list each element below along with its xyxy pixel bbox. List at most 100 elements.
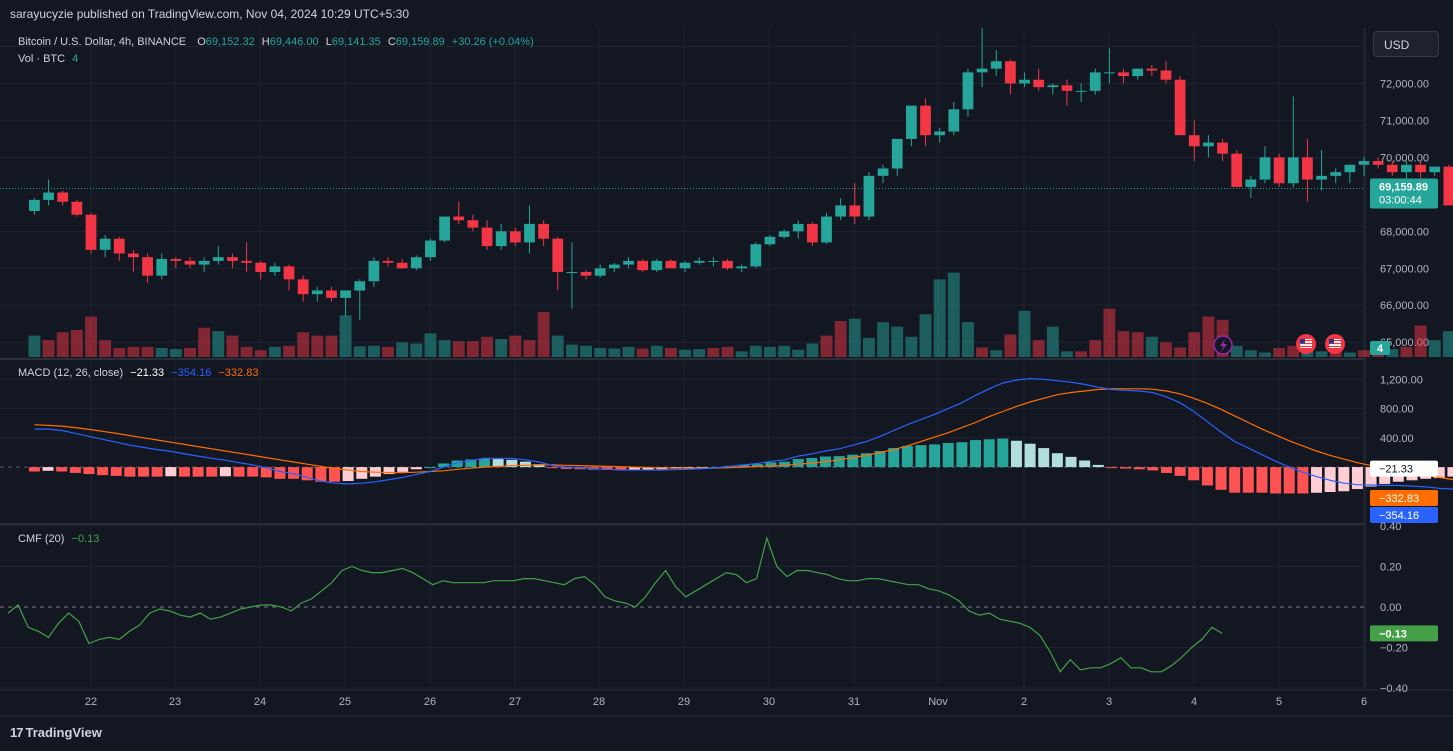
volume-bar — [99, 340, 112, 357]
volume-bar — [1386, 349, 1399, 357]
currency-button[interactable]: USD — [1373, 31, 1439, 57]
macd-histogram-bar — [860, 453, 872, 468]
candle-body — [1061, 85, 1073, 91]
volume-bar — [1117, 331, 1130, 357]
volume-bar — [466, 341, 479, 357]
macd-histogram-bar — [888, 448, 900, 468]
volume-bar — [226, 335, 239, 357]
volume-bar — [1103, 308, 1116, 357]
volume-bar — [1230, 345, 1243, 357]
tradingview-logo[interactable]: 17 TradingView — [10, 725, 102, 740]
candle-body — [1132, 68, 1144, 77]
candle-body — [1104, 72, 1115, 74]
macd-histogram-bar — [615, 467, 627, 471]
low-value: 69,141.35 — [331, 36, 381, 48]
candle-body — [509, 231, 521, 243]
macd-histogram-bar — [915, 445, 927, 468]
candle-body — [170, 259, 182, 261]
time-tick-label: 5 — [1276, 696, 1282, 708]
symbol-name[interactable]: Bitcoin / U.S. Dollar, 4h, BINANCE — [18, 36, 187, 48]
cmf-tick-label: 0.20 — [1380, 562, 1401, 574]
candle-body — [1401, 164, 1412, 173]
candle-body — [227, 257, 238, 261]
volume-bar — [1131, 332, 1144, 357]
volume-bar — [297, 332, 310, 357]
macd-histogram-bar — [847, 454, 859, 468]
candle-body — [693, 260, 705, 263]
volume-bar — [424, 333, 437, 357]
volume-bar — [933, 279, 946, 357]
countdown-badge-text: 03:00:44 — [1379, 194, 1422, 206]
volume-bar — [1301, 351, 1314, 357]
macd-histogram-bar — [629, 467, 641, 471]
candle-body — [212, 257, 224, 261]
macd-histogram-bar — [1365, 467, 1377, 487]
volume-value: 4 — [72, 53, 79, 65]
candle-body — [340, 290, 351, 298]
volume-bar — [1004, 334, 1017, 357]
cmf-label[interactable]: CMF (20) — [18, 533, 65, 545]
candle-body — [580, 271, 592, 276]
candle-body — [920, 105, 931, 136]
candle-body — [1203, 142, 1214, 147]
candle-body — [594, 268, 606, 276]
candle-body — [1160, 70, 1172, 80]
macd-histogram-bar — [1174, 467, 1186, 476]
volume-bar — [735, 351, 748, 357]
candle-body — [1118, 72, 1129, 77]
candle-body — [156, 259, 168, 276]
macd-histogram-bar — [1351, 467, 1363, 490]
candle-body — [679, 262, 691, 269]
candle-body — [43, 192, 54, 200]
macd-histogram-bar — [247, 467, 259, 477]
macd-tick-label: 1,200.00 — [1380, 374, 1423, 386]
cmf-tick-label: −0.20 — [1380, 643, 1408, 655]
macd-histogram-bar — [1051, 453, 1063, 468]
volume-bar — [28, 335, 41, 357]
candle-body — [198, 260, 210, 265]
time-tick-label: 25 — [339, 696, 351, 708]
volume-bar — [1202, 316, 1215, 357]
close-value: 69,159.89 — [395, 36, 445, 48]
macd-histogram-bar — [178, 467, 190, 477]
high-value: 69,446.00 — [269, 36, 319, 48]
volume-bar — [1160, 342, 1172, 357]
volume-bar — [1188, 332, 1201, 357]
macd-histogram-bar — [1311, 467, 1323, 493]
macd-histogram-bar — [942, 442, 954, 468]
candle-body — [326, 290, 337, 298]
macd-histogram-bar — [356, 467, 368, 479]
macd-hist-value: −21.33 — [130, 367, 165, 379]
candle-body — [297, 279, 309, 295]
publisher-line: sarayucyzie published on TradingView.com… — [10, 7, 410, 21]
volume-bar — [339, 315, 352, 357]
macd-histogram-bar — [124, 467, 136, 477]
macd-histogram-bar — [1229, 467, 1241, 493]
volume-label[interactable]: Vol · BTC — [18, 53, 66, 65]
macd-line-badge-text: −354.16 — [1379, 510, 1419, 522]
candle-body — [467, 220, 479, 228]
macd-label[interactable]: MACD (12, 26, close) — [18, 367, 124, 379]
volume-legend: Vol · BTC 4 — [18, 53, 82, 65]
macd-histogram-bar — [206, 467, 218, 477]
volume-bar — [382, 346, 394, 357]
macd-histogram-bar — [438, 463, 450, 468]
volume-bar — [650, 345, 663, 357]
candle-body — [368, 260, 380, 282]
macd-line — [34, 377, 1453, 490]
macd-tick-label: 800.00 — [1380, 404, 1414, 416]
open-value: 69,152.32 — [205, 36, 255, 48]
candle-body — [85, 214, 97, 250]
volume-bar — [240, 346, 253, 357]
candle-body — [1019, 79, 1030, 84]
macd-histogram-bar — [997, 438, 1009, 468]
macd-histogram-bar — [28, 467, 40, 472]
macd-histogram-bar — [929, 444, 941, 468]
candle-body — [113, 238, 125, 254]
volume-bar — [1343, 352, 1356, 357]
macd-histogram-bar — [165, 467, 177, 477]
macd-signal-badge — [1370, 490, 1438, 506]
volume-bar — [367, 345, 380, 357]
volume-bar — [452, 341, 465, 357]
